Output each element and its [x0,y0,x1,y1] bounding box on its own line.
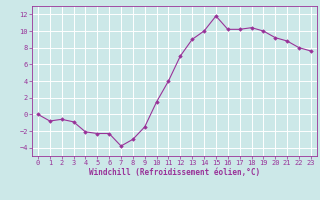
X-axis label: Windchill (Refroidissement éolien,°C): Windchill (Refroidissement éolien,°C) [89,168,260,177]
